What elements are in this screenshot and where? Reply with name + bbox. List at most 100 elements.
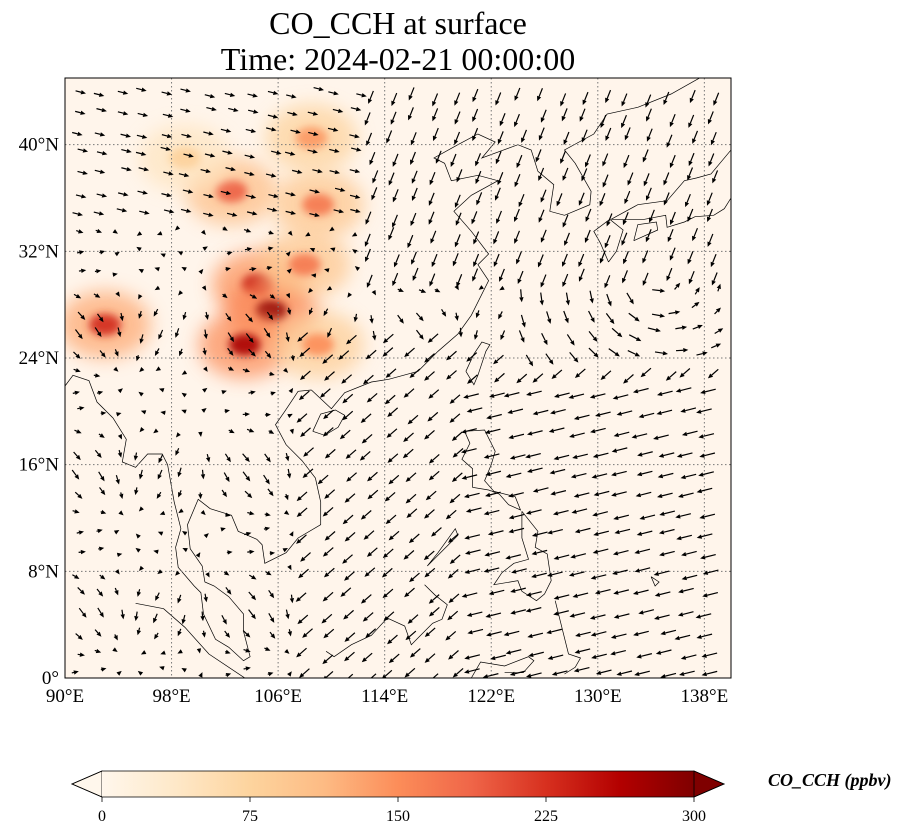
wind-arrow [638, 609, 655, 615]
wind-arrow [489, 392, 505, 398]
wind-arrow [347, 292, 353, 298]
wind-arrow [696, 533, 713, 539]
wind-arrow [679, 368, 691, 378]
wind-arrow [117, 388, 123, 394]
wind-arrow [525, 452, 541, 459]
wind-arrow [599, 250, 606, 264]
wind-arrow [707, 111, 714, 125]
wind-arrow [434, 288, 441, 293]
wind-arrow [449, 493, 461, 504]
wind-arrow [573, 414, 590, 421]
colorbar-label: CO_CCH (ppbv) [768, 770, 892, 790]
wind-arrow [483, 453, 500, 459]
wind-arrow [136, 627, 142, 636]
wind-arrow [551, 369, 563, 380]
wind-arrow [182, 189, 194, 194]
wind-arrow [701, 652, 718, 658]
longitude-tick-label: 138°E [681, 686, 729, 707]
wind-arrow [177, 467, 182, 478]
wind-arrow [112, 272, 118, 277]
wind-arrow [473, 231, 480, 245]
wind-arrow [553, 610, 569, 616]
wind-arrow [645, 229, 652, 243]
wind-arrow [657, 492, 673, 499]
wind-arrow [397, 314, 404, 324]
wind-arrow [371, 187, 378, 201]
wind-arrow [116, 670, 122, 676]
colorbar-gradient [102, 771, 694, 797]
wind-arrow [409, 648, 421, 658]
wind-arrow [496, 210, 502, 224]
wind-arrow [326, 285, 333, 291]
wind-arrow [287, 564, 292, 571]
wind-arrow [384, 394, 396, 405]
wind-arrow [653, 570, 670, 576]
wind-arrow [291, 169, 303, 174]
wind-arrow [153, 549, 159, 554]
wind-arrow [614, 528, 631, 535]
wind-arrow [653, 434, 669, 440]
wind-arrow [464, 654, 481, 660]
colorbar-extend-min [70, 770, 103, 798]
wind-arrow [710, 253, 717, 268]
wind-arrow [93, 293, 101, 298]
wind-arrow [96, 390, 104, 396]
wind-arrow [508, 513, 525, 520]
wind-arrow [404, 667, 416, 678]
wind-arrow [676, 452, 693, 458]
wind-arrow [475, 170, 482, 185]
wind-arrow [154, 285, 161, 291]
wind-arrow [634, 670, 650, 677]
wind-arrow [317, 474, 329, 485]
co-plume-core [288, 253, 321, 276]
wind-arrow [159, 510, 166, 516]
wind-arrow [367, 489, 379, 500]
wind-arrow [645, 108, 652, 122]
wind-arrow [707, 368, 719, 379]
wind-arrow [696, 633, 713, 639]
wind-arrow [503, 630, 520, 637]
wind-arrow [181, 614, 186, 625]
wind-arrow [158, 329, 164, 340]
wind-arrow [538, 167, 545, 181]
wind-arrow [404, 587, 415, 598]
wind-arrow [134, 611, 139, 622]
map-panel: 90°E 98°E 106°E 114°E 122°E 130°E 138°E 0° 8°N 1… [19, 77, 732, 707]
wind-arrow [675, 348, 689, 353]
wind-arrow [706, 208, 713, 222]
wind-arrow [498, 311, 503, 320]
wind-arrow [595, 669, 612, 675]
wind-arrow [666, 134, 673, 148]
wind-arrow [286, 268, 292, 274]
wind-arrow [114, 569, 120, 575]
wind-arrow [550, 409, 566, 415]
wind-arrow [364, 248, 371, 263]
wind-arrow [249, 294, 258, 299]
wind-arrow [475, 310, 480, 319]
wind-arrow [112, 647, 118, 653]
wind-arrow [285, 192, 296, 197]
wind-arrow [701, 670, 718, 677]
wind-arrow [372, 170, 379, 184]
wind-arrow [574, 648, 591, 654]
wind-arrow [454, 111, 461, 125]
wind-arrow [562, 167, 569, 181]
wind-arrow [178, 290, 184, 296]
wind-arrow [472, 127, 479, 142]
wind-arrow [540, 274, 547, 288]
wind-arrow [616, 410, 633, 416]
wind-arrow [137, 670, 144, 676]
wind-arrow [285, 292, 290, 299]
coastline [311, 78, 701, 410]
wind-arrow [485, 491, 501, 498]
wind-arrow [628, 312, 640, 322]
wind-arrow [532, 373, 544, 383]
wind-arrow [482, 673, 499, 678]
wind-arrow [509, 670, 526, 676]
wind-arrow [424, 353, 435, 363]
wind-arrow [226, 550, 233, 555]
wind-arrow [473, 330, 479, 340]
wind-arrow [296, 507, 308, 518]
wind-arrow [466, 352, 478, 362]
wind-arrow [600, 114, 607, 129]
